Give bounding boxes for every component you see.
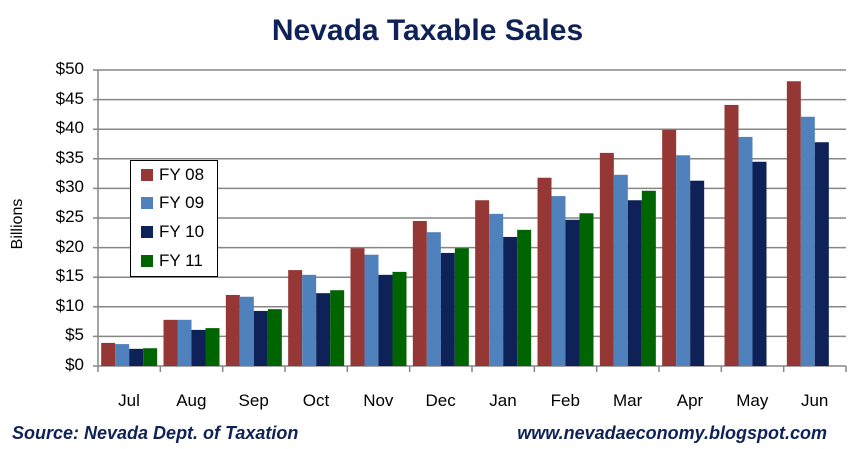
legend-item-fy09: FY 09: [141, 191, 204, 215]
y-tick-label: $20: [55, 236, 84, 256]
y-tick-label: $5: [65, 325, 84, 345]
bar-fy09-sep: [239, 296, 254, 366]
legend-item-fy10: FY 10: [141, 220, 204, 244]
bar-fy08-nov: [350, 248, 365, 366]
bar-fy10-aug: [191, 329, 206, 366]
x-tick-label: Apr: [676, 391, 704, 410]
y-tick-label: $35: [55, 147, 84, 167]
bar-fy08-may: [724, 104, 739, 366]
bar-fy08-sep: [225, 294, 240, 366]
bar-fy09-jan: [489, 213, 504, 366]
y-tick-label: $40: [55, 118, 84, 138]
bar-fy09-oct: [302, 274, 317, 366]
bar-fy10-nov: [378, 274, 393, 366]
bar-fy10-feb: [565, 219, 580, 366]
bar-fy10-apr: [690, 180, 705, 366]
bar-fy08-jul: [101, 342, 116, 366]
bar-fy08-dec: [412, 220, 427, 366]
legend-item-fy11: FY 11: [141, 249, 203, 273]
legend-swatch: [141, 255, 153, 267]
x-tick-label: May: [736, 391, 769, 410]
legend-item-fy08: FY 08: [141, 163, 204, 187]
bar-fy10-jan: [503, 236, 518, 366]
x-tick-label: Sep: [238, 391, 269, 410]
x-tick-label: Aug: [176, 391, 207, 410]
bar-fy08-jun: [786, 81, 801, 367]
legend-label: FY 10: [159, 222, 205, 241]
x-tick-label: Oct: [302, 391, 330, 410]
bar-fy09-jun: [800, 116, 815, 366]
bar-fy08-oct: [288, 270, 303, 366]
y-tick-label: $50: [55, 59, 84, 78]
y-tick-label: $25: [55, 207, 84, 226]
legend-swatch: [141, 169, 153, 181]
legend-label: FY 08: [159, 165, 205, 184]
bar-fy09-feb: [551, 196, 566, 366]
y-tick-label: $30: [55, 177, 84, 197]
x-tick-label: Jan: [489, 391, 517, 410]
legend-swatch: [141, 197, 153, 209]
bar-fy10-sep: [253, 310, 268, 366]
bar-fy10-oct: [316, 293, 331, 366]
x-tick-label: Dec: [425, 391, 456, 410]
bar-fy10-jul: [129, 348, 144, 366]
x-tick-label: Nov: [363, 391, 394, 410]
bar-fy11-oct: [330, 290, 345, 366]
bar-fy08-feb: [537, 177, 552, 366]
x-tick-label: Jun: [800, 391, 829, 410]
y-tick-label: $0: [65, 355, 84, 374]
bar-fy10-dec: [440, 252, 455, 366]
x-tick-label: Mar: [613, 391, 643, 410]
bar-fy09-apr: [676, 155, 691, 366]
bar-fy10-may: [752, 161, 767, 366]
bar-fy10-jun: [814, 142, 829, 366]
legend-swatch: [141, 226, 153, 238]
bar-fy09-mar: [613, 174, 628, 366]
bar-fy11-mar: [641, 190, 656, 366]
bar-fy10-mar: [627, 200, 642, 366]
bar-fy11-aug: [205, 328, 220, 366]
bar-fy08-apr: [662, 129, 677, 366]
bar-fy09-jul: [115, 344, 130, 366]
bar-fy09-aug: [177, 319, 192, 366]
bar-fy11-jan: [517, 229, 532, 366]
bar-fy08-mar: [599, 152, 614, 366]
legend: FY 08 FY 09 FY 10 FY 11: [130, 160, 218, 277]
bar-fy11-dec: [454, 248, 469, 366]
bar-fy11-jul: [143, 348, 158, 366]
x-tick-label: Jul: [118, 391, 140, 410]
bar-fy08-aug: [163, 319, 178, 366]
y-tick-label: $45: [55, 88, 84, 108]
bar-fy08-jan: [475, 200, 490, 366]
y-tick-label: $15: [55, 266, 84, 286]
bar-fy09-nov: [364, 254, 379, 366]
website-link[interactable]: www.nevadaeconomy.blogspot.com: [517, 423, 827, 443]
bar-fy09-may: [738, 136, 753, 366]
bar-fy11-sep: [267, 309, 282, 366]
y-tick-label: $10: [55, 295, 84, 315]
bar-fy11-feb: [579, 213, 594, 366]
legend-label: FY 11: [159, 251, 203, 270]
bar-fy09-dec: [426, 232, 441, 366]
legend-label: FY 09: [159, 193, 205, 212]
x-tick-label: Feb: [550, 391, 580, 410]
source-note: Source: Nevada Dept. of Taxation: [12, 423, 299, 443]
bar-fy11-nov: [392, 271, 407, 366]
chart-title: Nevada Taxable Sales: [271, 14, 584, 47]
